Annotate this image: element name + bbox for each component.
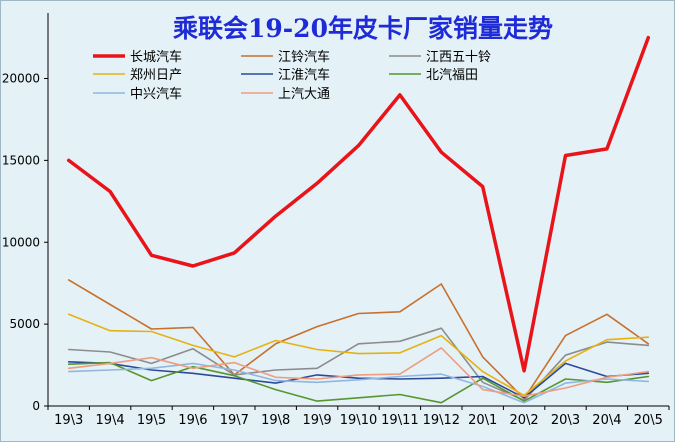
x-tick-label: 19\7 — [220, 413, 249, 428]
x-tick-label: 19\4 — [95, 413, 124, 428]
legend-label: 上汽大通 — [278, 87, 330, 102]
series-line — [67, 361, 650, 404]
legend-label: 郑州日产 — [130, 68, 182, 83]
x-tick-label: 19\11 — [381, 413, 418, 428]
x-tick-label: 19\3 — [54, 413, 83, 428]
y-tick-label: 0 — [32, 399, 40, 413]
legend-label: 中兴汽车 — [130, 86, 182, 102]
legend-label: 江铃汽车 — [278, 49, 330, 65]
y-tick-label: 20000 — [2, 72, 40, 86]
x-tick-label: 19\8 — [261, 413, 290, 428]
legend-label: 江淮汽车 — [278, 67, 330, 83]
x-tick-label: 19\12 — [423, 413, 460, 428]
series-line — [66, 35, 651, 373]
x-tick-label: 20\5 — [634, 413, 663, 428]
x-tick-label: 20\4 — [592, 413, 621, 428]
series-line — [67, 279, 650, 400]
x-tick-label: 20\1 — [468, 413, 497, 428]
y-tick-label: 5000 — [9, 317, 40, 331]
series-line — [67, 347, 650, 398]
chart-title: 乘联会19-20年皮卡厂家销量走势 — [173, 14, 553, 43]
x-tick-label: 19\5 — [137, 413, 166, 428]
y-tick-label: 10000 — [2, 235, 40, 249]
series-line — [67, 362, 650, 404]
series-line — [67, 327, 650, 402]
x-tick-label: 19\6 — [178, 413, 207, 428]
x-tick-label: 20\2 — [509, 413, 538, 428]
legend-label: 江西五十铃 — [426, 50, 491, 65]
x-tick-label: 20\3 — [551, 413, 580, 428]
series-line — [67, 360, 650, 399]
x-tick-label: 19\10 — [340, 413, 377, 428]
y-tick-label: 15000 — [2, 153, 40, 167]
series-layer — [66, 35, 651, 404]
axes: 0 5000 10000 15000 20000 19\3 19\4 19\5 19\6 19\7… — [2, 13, 670, 428]
x-tick-label: 19\9 — [302, 413, 331, 428]
series-line — [67, 313, 650, 397]
legend-label: 长城汽车 — [130, 49, 182, 65]
legend-label: 北汽福田 — [426, 68, 478, 83]
